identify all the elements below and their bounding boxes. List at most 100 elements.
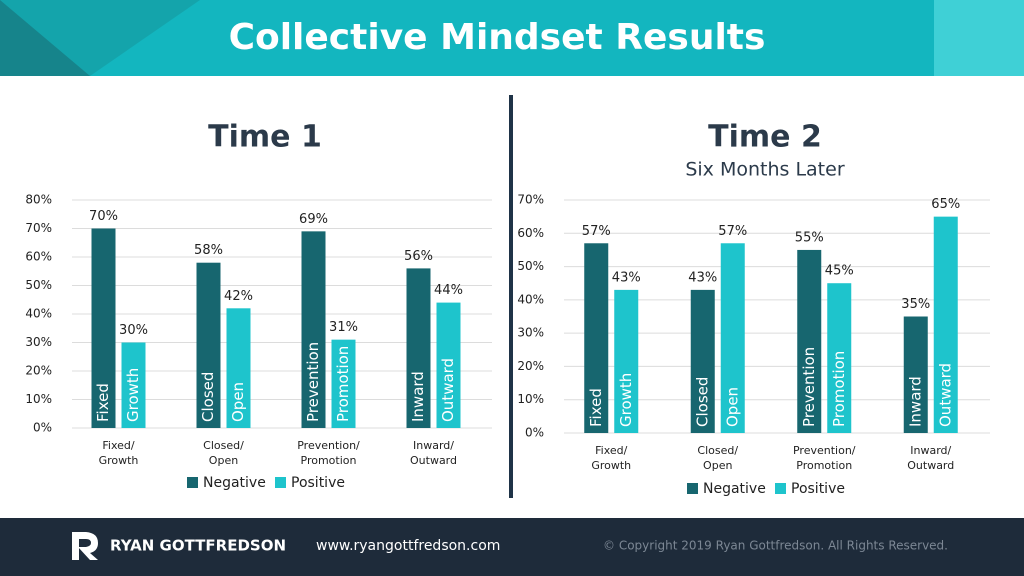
bar	[91, 228, 116, 428]
value-label: 35%	[901, 297, 930, 312]
bar-label: Open	[723, 387, 741, 427]
logo-mark	[72, 532, 98, 560]
y-tick-label: 10%	[25, 392, 52, 406]
y-tick-label: 20%	[25, 364, 52, 378]
x-tick-label: Promotion	[796, 459, 852, 472]
bar	[720, 243, 745, 433]
bar	[301, 231, 326, 428]
legend-swatch	[775, 483, 786, 494]
x-tick-label: Open	[703, 459, 732, 472]
x-tick-label: Fixed/	[102, 439, 135, 452]
x-tick-label: Growth	[591, 459, 631, 472]
bar-label: Fixed	[587, 388, 605, 427]
value-label: 44%	[434, 283, 463, 298]
bar-label: Outward	[936, 363, 954, 427]
x-tick-label: Growth	[99, 454, 139, 467]
y-tick-label: 40%	[25, 307, 52, 321]
legend-label: Negative	[203, 475, 266, 491]
bar-label: Promotion	[334, 346, 352, 422]
y-tick-label: 30%	[517, 326, 544, 340]
x-tick-label: Inward/	[413, 439, 454, 452]
value-label: 43%	[612, 270, 641, 285]
legend-label: Positive	[291, 475, 345, 491]
url: www.ryangottfredson.com	[316, 538, 500, 554]
value-label: 42%	[224, 289, 253, 304]
chart-title: Time 2	[708, 120, 822, 155]
y-tick-label: 50%	[25, 278, 52, 292]
value-label: 45%	[825, 264, 854, 279]
bar	[406, 268, 431, 428]
bar-label: Growth	[617, 373, 635, 427]
y-tick-label: 70%	[517, 193, 544, 207]
value-label: 55%	[795, 230, 824, 245]
legend-swatch	[687, 483, 698, 494]
value-label: 30%	[119, 323, 148, 338]
bar	[226, 308, 251, 428]
y-tick-label: 10%	[517, 392, 544, 406]
x-tick-label: Outward	[410, 454, 457, 467]
x-tick-label: Open	[209, 454, 238, 467]
bar-label: Prevention	[304, 342, 322, 422]
legend-swatch	[275, 477, 286, 488]
value-label: 31%	[329, 320, 358, 335]
bar	[196, 262, 221, 428]
bar-label: Inward	[906, 376, 924, 427]
bar	[903, 316, 928, 433]
title-decoration	[934, 0, 1024, 76]
bar-label: Fixed	[94, 383, 112, 422]
bar-label: Closed	[199, 372, 217, 422]
x-tick-label: Fixed/	[595, 444, 628, 457]
bar	[121, 342, 146, 428]
slide-title: Collective Mindset Results	[229, 17, 766, 58]
value-label: 56%	[404, 249, 433, 264]
y-tick-label: 60%	[25, 250, 52, 264]
bar	[933, 216, 958, 433]
legend-label: Positive	[791, 481, 845, 497]
title-decoration	[0, 0, 200, 76]
value-label: 65%	[931, 197, 960, 212]
bar	[331, 339, 356, 428]
y-tick-label: 70%	[25, 221, 52, 235]
bar	[436, 302, 461, 428]
bar	[797, 249, 822, 433]
footer-band	[0, 518, 1024, 576]
bar-label: Inward	[409, 371, 427, 422]
copyright: © Copyright 2019 Ryan Gottfredson. All R…	[603, 539, 948, 553]
legend-swatch	[187, 477, 198, 488]
y-tick-label: 0%	[33, 421, 52, 435]
y-tick-label: 30%	[25, 335, 52, 349]
value-label: 58%	[194, 243, 223, 258]
bar-label: Promotion	[830, 351, 848, 427]
y-tick-label: 80%	[25, 193, 52, 207]
x-tick-label: Closed/	[697, 444, 738, 457]
bar	[614, 289, 639, 433]
chart-title: Time 1	[208, 120, 322, 155]
y-tick-label: 20%	[517, 359, 544, 373]
legend-label: Negative	[703, 481, 766, 497]
brand: RYAN GOTTFREDSON	[110, 537, 286, 555]
bar-label: Closed	[693, 377, 711, 427]
bar	[827, 283, 852, 433]
y-tick-label: 60%	[517, 226, 544, 240]
logo	[72, 532, 98, 560]
bar	[584, 243, 609, 433]
value-label: 43%	[688, 270, 717, 285]
value-label: 57%	[582, 224, 611, 239]
y-tick-label: 40%	[517, 292, 544, 306]
x-tick-label: Prevention/	[793, 444, 856, 457]
x-tick-label: Outward	[907, 459, 954, 472]
x-tick-label: Inward/	[910, 444, 951, 457]
x-tick-label: Promotion	[301, 454, 357, 467]
y-tick-label: 50%	[517, 259, 544, 273]
x-tick-label: Closed/	[203, 439, 244, 452]
chart-subtitle: Six Months Later	[685, 159, 844, 181]
bar-label: Open	[229, 382, 247, 422]
bar-label: Outward	[439, 358, 457, 422]
y-tick-label: 0%	[525, 426, 544, 440]
bar-label: Prevention	[800, 347, 818, 427]
x-tick-label: Prevention/	[297, 439, 360, 452]
bar	[690, 289, 715, 433]
value-label: 57%	[718, 224, 747, 239]
